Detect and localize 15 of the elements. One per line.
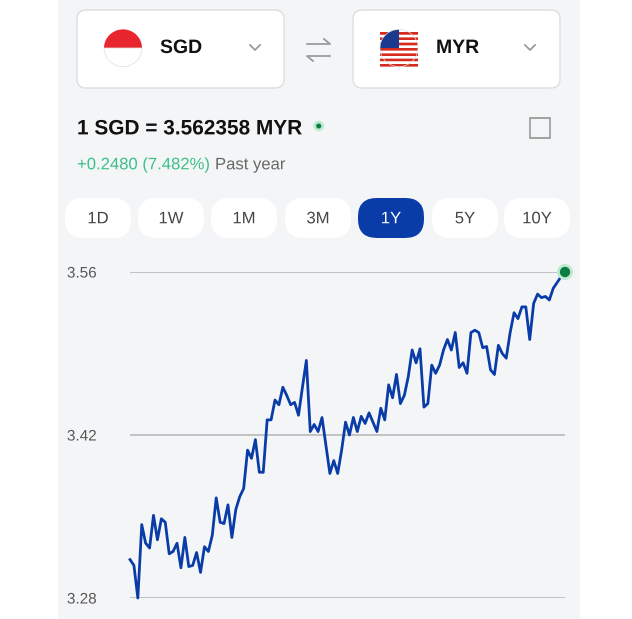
text: +0.2480 (7.482%) [78,157,209,173]
text: SGD [160,39,202,54]
y-tick-label: 3.28 [68,592,96,604]
text: 1M [234,212,254,224]
text: 1Y [382,212,401,224]
y-tick-label: 3.56 [68,266,96,278]
text: 1D [88,212,108,224]
y-tick-label: 3.42 [68,430,96,441]
text: MYR [437,40,479,54]
text: 3M [307,212,328,224]
chart-title: 1 SGD = 3.562358 MYR [78,120,302,135]
text: 5Y [455,212,475,224]
text: 1W [160,212,184,224]
text: 10Y [523,212,552,224]
text: Past year [216,158,286,173]
